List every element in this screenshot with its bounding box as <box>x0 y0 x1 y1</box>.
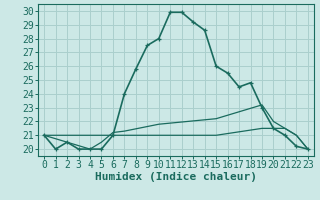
X-axis label: Humidex (Indice chaleur): Humidex (Indice chaleur) <box>95 172 257 182</box>
